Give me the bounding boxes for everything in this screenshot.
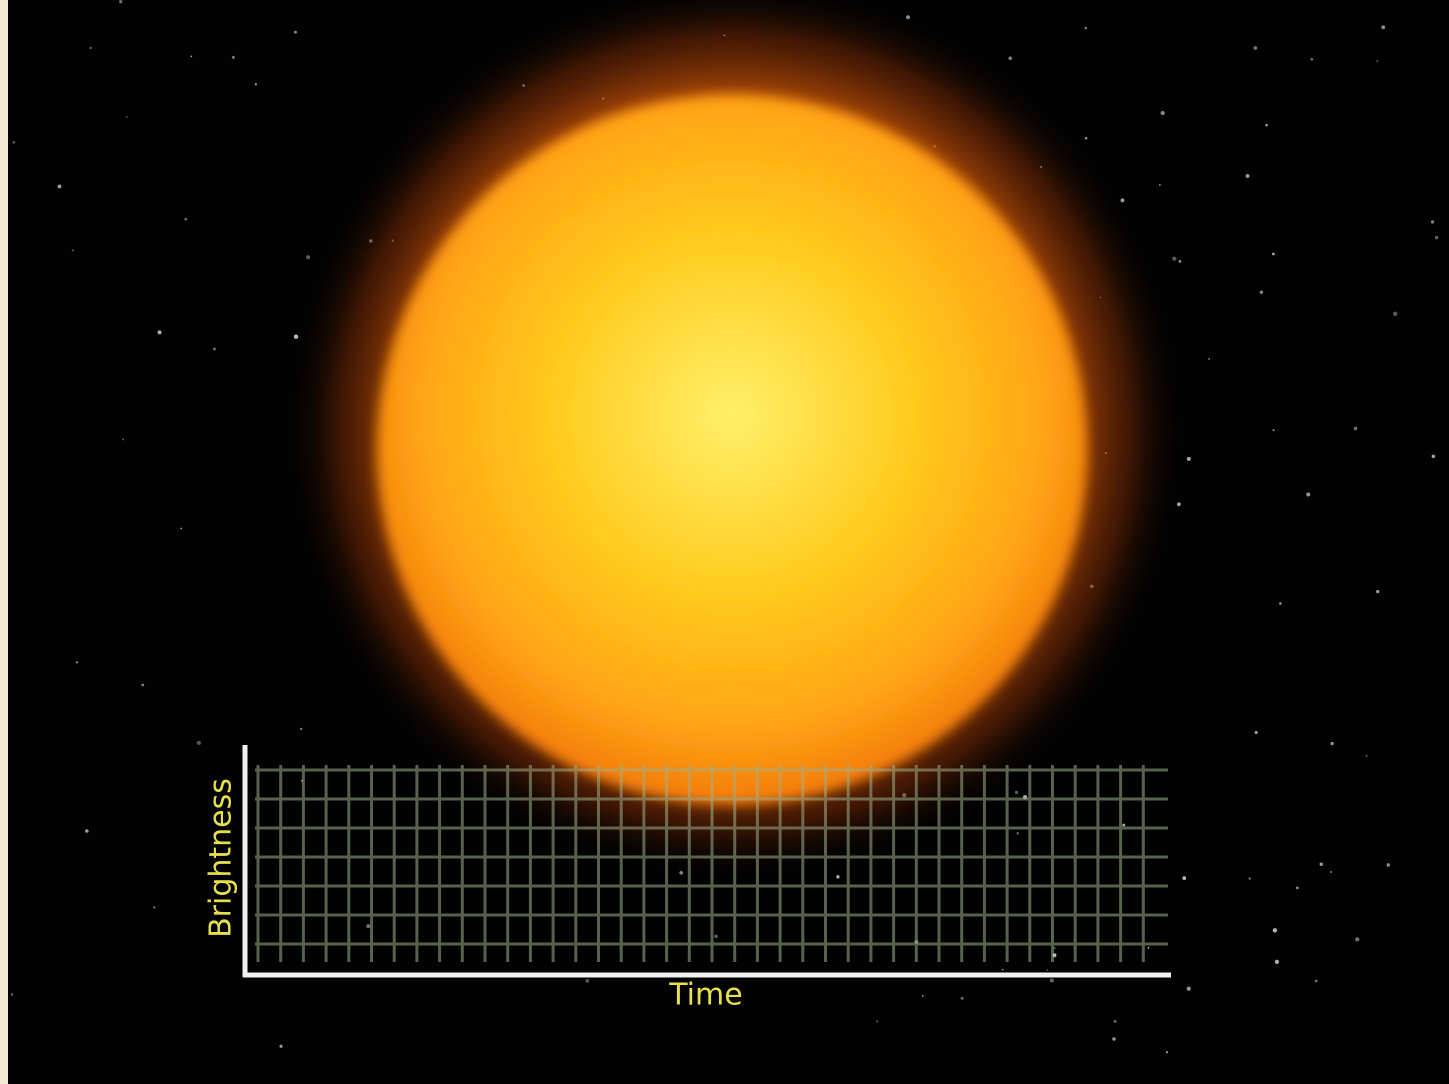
star (1112, 1037, 1116, 1041)
star (876, 1020, 878, 1022)
star (119, 0, 122, 3)
star (1147, 947, 1149, 949)
star (1275, 960, 1279, 964)
star (1320, 863, 1323, 866)
star (141, 684, 144, 687)
star (158, 330, 162, 334)
star (197, 741, 201, 745)
star (1311, 58, 1314, 61)
star (85, 829, 89, 833)
star (366, 924, 370, 928)
star (1166, 1051, 1168, 1053)
star (1432, 455, 1435, 458)
star (1008, 56, 1012, 60)
star (1366, 755, 1368, 757)
star (122, 438, 124, 440)
star (1179, 260, 1182, 263)
star (1187, 457, 1191, 461)
star (1355, 937, 1359, 941)
star (1315, 980, 1318, 983)
star (1054, 947, 1056, 949)
star (180, 528, 182, 530)
star (1182, 876, 1186, 880)
star (1249, 877, 1251, 879)
star (1187, 987, 1191, 991)
star (306, 255, 310, 259)
page: Brightness Time (() => { const data = JS… (0, 0, 1449, 1084)
star (1296, 887, 1299, 890)
star (1431, 220, 1434, 223)
star (1435, 236, 1438, 239)
star (1246, 174, 1250, 178)
star (1393, 312, 1397, 316)
star (922, 995, 924, 997)
star (1159, 184, 1161, 186)
star (153, 906, 155, 908)
star (1161, 111, 1165, 115)
video-frame: Brightness Time (0, 0, 1449, 1084)
star (1015, 791, 1018, 794)
star (1047, 969, 1049, 971)
star (90, 47, 92, 49)
star (255, 83, 257, 85)
star (76, 661, 78, 663)
star (11, 993, 13, 995)
star (1306, 492, 1310, 496)
star (1114, 1020, 1117, 1023)
star (1260, 290, 1264, 294)
star (184, 218, 187, 221)
y-axis-label: Brightness (204, 778, 239, 938)
star (126, 116, 128, 118)
star (191, 56, 193, 58)
star (72, 249, 74, 251)
star (1330, 742, 1333, 745)
star (836, 875, 839, 878)
star (1354, 427, 1358, 431)
star (1172, 257, 1176, 261)
star (1387, 863, 1390, 866)
star (58, 185, 62, 189)
sun-disk (377, 95, 1087, 805)
star (300, 728, 302, 730)
star (232, 56, 235, 59)
star (1376, 590, 1379, 593)
star (1085, 27, 1087, 29)
star (585, 979, 589, 983)
star (13, 141, 16, 144)
star (714, 935, 718, 939)
star (294, 31, 297, 34)
star (1253, 46, 1257, 50)
star (279, 1045, 282, 1048)
star (1272, 429, 1274, 431)
star (1255, 731, 1258, 734)
star (1050, 978, 1054, 982)
star (1272, 253, 1275, 256)
star (1208, 358, 1210, 360)
star (1376, 60, 1378, 62)
star (1122, 824, 1125, 827)
star (961, 997, 964, 1000)
star (1085, 137, 1088, 140)
star (1381, 25, 1385, 29)
frame-edge (0, 0, 8, 1084)
star (1017, 832, 1019, 834)
star (213, 347, 216, 350)
star (1002, 969, 1004, 971)
star (1265, 124, 1267, 126)
star (1273, 928, 1277, 932)
star (1279, 602, 1282, 605)
star (1330, 871, 1332, 873)
x-axis-label: Time (668, 978, 742, 1013)
